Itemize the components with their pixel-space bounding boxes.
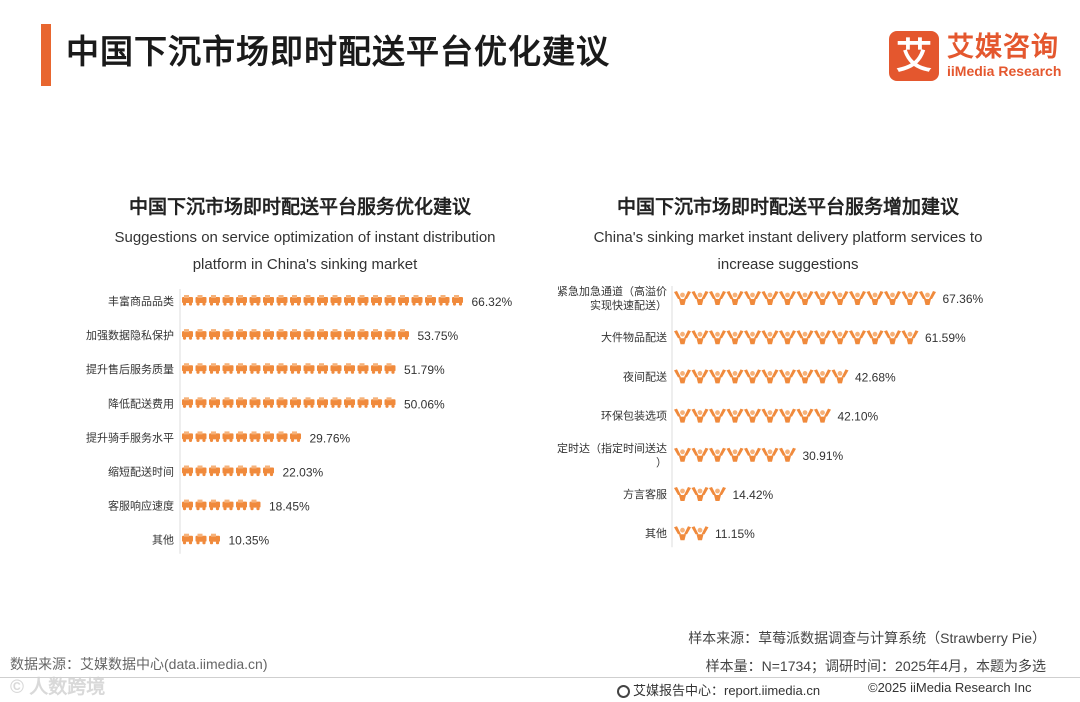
bar-5 — [182, 465, 274, 477]
brand-name-cn: 艾媒咨询 — [947, 32, 1059, 62]
category-label-4: 定时达（指定时间送达 — [557, 441, 667, 455]
category-label-6: 客服响应速度 — [108, 499, 174, 513]
brand-name-en: iiMedia Research — [947, 63, 1062, 79]
category-label-3: 降低配送费用 — [108, 396, 174, 410]
bar-7 — [182, 533, 220, 545]
value-label-2: 42.68% — [855, 370, 896, 384]
bar-5 — [674, 487, 726, 501]
left-chart-plot: 丰富商品品类 66.32% 加强数据隐私保护 53.75% 提升售后服务质量 51.79%… — [86, 289, 513, 554]
category-label-0: 丰富商品品类 — [108, 294, 174, 308]
value-label-4: 30.91% — [803, 449, 844, 463]
category-label-1: 加强数据隐私保护 — [86, 328, 174, 342]
category-label-3: 环保包装选项 — [601, 409, 667, 423]
report-center-icon — [617, 685, 630, 698]
right-chart-subtitle: China's sinking market instant delivery … — [593, 229, 983, 273]
category-label-6: 其他 — [645, 527, 667, 540]
right-chart-title: 中国下沉市场即时配送平台服务增加建议 — [616, 197, 959, 218]
bar-4 — [674, 447, 796, 462]
bar-2 — [182, 363, 396, 374]
category-label-1: 大件物品配送 — [601, 330, 667, 344]
data-source-note: 数据来源：艾媒数据中心(data.iimedia.cn) — [10, 656, 268, 672]
bar-4 — [182, 431, 301, 442]
title-accent-bar — [41, 24, 51, 86]
value-label-6: 11.15% — [715, 527, 755, 541]
bar-1 — [674, 330, 919, 345]
footer-report-link[interactable]: 艾媒报告中心：report.iimedia.cn — [617, 680, 820, 699]
value-label-0: 67.36% — [943, 292, 984, 306]
value-label-6: 18.45% — [269, 500, 310, 514]
category-label-2: 提升售后服务质量 — [86, 362, 174, 376]
sample-size-note: 样本量：N=1734；调研时间：2025年4月，本题为多选 — [705, 658, 1046, 674]
bar-3 — [182, 397, 396, 408]
value-label-7: 10.35% — [229, 534, 270, 548]
bar-0 — [182, 295, 463, 306]
footer-copyright: ©2025 iiMedia Research Inc — [868, 680, 1032, 695]
value-label-5: 14.42% — [733, 488, 774, 502]
brand-logo: 艾 艾媒咨询 iiMedia Research — [889, 31, 1064, 81]
category-label-0: 实现快速配送） — [590, 298, 667, 312]
value-label-3: 50.06% — [404, 397, 445, 411]
bar-0 — [674, 291, 936, 305]
bar-2 — [674, 369, 849, 384]
value-label-0: 66.32% — [472, 295, 513, 309]
brand-mark-icon: 艾 — [889, 31, 939, 81]
category-label-4: ） — [656, 456, 667, 469]
value-label-4: 29.76% — [310, 431, 351, 445]
value-label-2: 51.79% — [404, 363, 445, 377]
category-label-0: 紧急加急通道（高溢价 — [557, 284, 667, 298]
watermark: © 人数跨境 — [10, 677, 106, 698]
bar-3 — [674, 408, 831, 423]
value-label-1: 53.75% — [418, 329, 459, 343]
bar-6 — [674, 526, 709, 541]
left-chart-title: 中国下沉市场即时配送平台服务优化建议 — [128, 197, 471, 218]
value-label-5: 22.03% — [283, 466, 324, 480]
category-label-7: 其他 — [152, 534, 174, 547]
footer-divider — [0, 677, 1080, 678]
bar-1 — [182, 329, 409, 340]
footer-report-text: 艾媒报告中心：report.iimedia.cn — [633, 683, 821, 698]
category-label-4: 提升骑手服务水平 — [86, 430, 174, 444]
left-chart-subtitle: Suggestions on service optimization of i… — [114, 229, 496, 273]
bar-6 — [182, 499, 261, 511]
value-label-3: 42.10% — [838, 410, 879, 424]
page-title: 中国下沉市场即时配送平台优化建议 — [66, 33, 610, 70]
sample-source-note: 样本来源：草莓派数据调查与计算系统（Strawberry Pie） — [688, 630, 1046, 646]
category-label-2: 夜间配送 — [623, 369, 667, 383]
category-label-5: 缩短配送时间 — [108, 465, 174, 479]
value-label-1: 61.59% — [925, 331, 966, 345]
category-label-5: 方言客服 — [623, 487, 667, 501]
